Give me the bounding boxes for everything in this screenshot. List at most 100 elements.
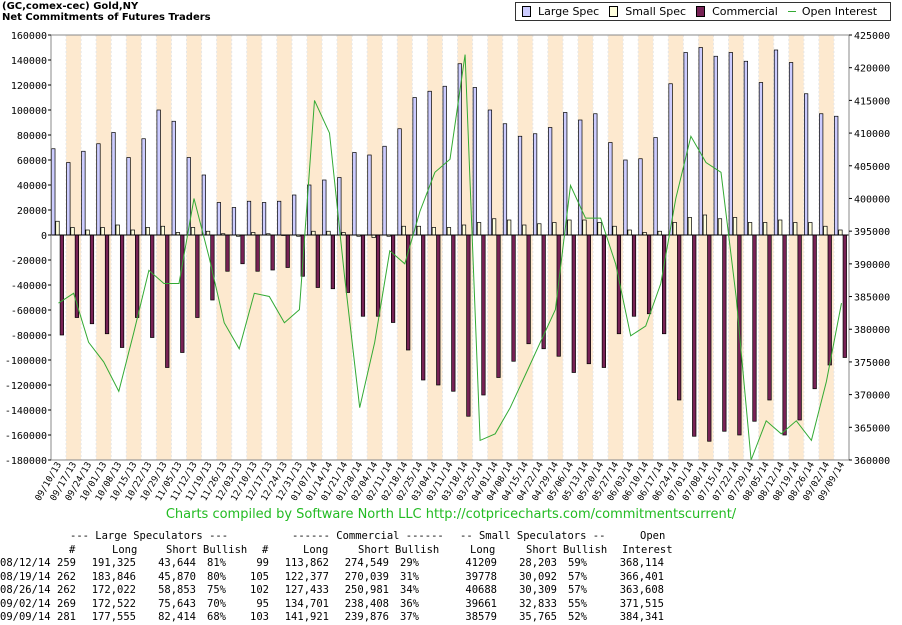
bar-small-spec (552, 222, 557, 236)
bar-large-spec (517, 135, 523, 236)
bar-large-spec (126, 157, 131, 236)
table-cell-oi: 371,515 (619, 597, 664, 610)
bar-small-spec (763, 222, 768, 236)
table-cell-c-n: 105 (250, 570, 269, 583)
bar-large-spec (668, 83, 673, 236)
bar-small-spec (582, 219, 587, 236)
table-cell-ss-long: 39778 (465, 570, 497, 583)
bar-commercial (375, 234, 381, 317)
background-band (337, 35, 353, 460)
line-open-interest (58, 54, 842, 461)
bar-small-spec (702, 214, 708, 236)
background-band (306, 35, 323, 460)
bar-small-spec (597, 222, 602, 236)
bar-commercial (466, 234, 471, 417)
left-tick-label: 60000 (17, 156, 47, 167)
bar-large-spec (713, 55, 718, 236)
bar-commercial (692, 234, 697, 437)
bar-large-spec (216, 202, 221, 236)
bar-large-spec (472, 87, 477, 236)
bar-commercial (135, 234, 140, 318)
table-cell-c-bull: 37% (400, 611, 419, 623)
bar-commercial (150, 234, 155, 338)
right-tick-label: 410000 (854, 129, 890, 140)
table-cell-date: 08/26/14 (0, 584, 51, 596)
table-cell-ls-bull: 68% (207, 611, 226, 623)
bar-large-spec (683, 52, 688, 236)
left-tick-label: 160000 (11, 31, 47, 42)
background-band (608, 35, 624, 460)
bar-large-spec (412, 97, 417, 236)
table-cell-ls-bull: 75% (207, 584, 226, 596)
table-cell-c-bull: 34% (400, 584, 419, 596)
legend-label-open-interest: Open Interest (801, 5, 878, 18)
x-axis-labels: 09/10/1309/17/1309/24/1310/01/1310/08/13… (34, 461, 847, 504)
bar-large-spec (804, 93, 809, 236)
bar-small-spec (145, 227, 150, 236)
table-cell-oi: 366,401 (619, 570, 664, 583)
bar-large-spec (367, 154, 372, 236)
bar-commercial (225, 234, 230, 272)
right-tick-label: 385000 (854, 293, 890, 304)
right-tick-label: 415000 (854, 96, 890, 107)
table-cell-c-bull: 29% (400, 557, 419, 569)
bar-small-spec (567, 219, 572, 236)
open-interest-line (58, 54, 842, 461)
left-tick-label: -40000 (11, 281, 47, 292)
bar-large-spec (397, 128, 402, 236)
legend-swatch-commercial (696, 6, 706, 17)
background-band (246, 35, 262, 460)
table-cell-ls-n: 281 (57, 611, 76, 623)
right-tick-label: 405000 (854, 162, 890, 173)
col-header-bullish: Bullish (203, 543, 248, 556)
bar-small-spec (687, 217, 692, 236)
bar-large-spec (141, 138, 146, 236)
left-tick-label: -140000 (5, 406, 47, 417)
background-band (51, 35, 67, 460)
bar-large-spec (96, 143, 101, 236)
bar-small-spec (627, 229, 632, 236)
bar-commercial (586, 234, 591, 365)
bar-small-spec (838, 229, 843, 236)
bar-large-spec (593, 113, 598, 236)
table-cell-c-short: 250,981 (344, 584, 389, 596)
bar-small-spec (326, 230, 331, 236)
right-tick-label: 395000 (854, 227, 890, 238)
bar-large-spec (322, 179, 327, 236)
background-band (261, 35, 277, 460)
chart-title-line2: Net Commitments of Futures Traders (2, 12, 211, 23)
bar-large-spec (638, 158, 643, 236)
table-cell-ls-long: 177,555 (91, 611, 136, 623)
table-cell-ls-n: 262 (57, 584, 76, 596)
bar-small-spec (476, 222, 482, 236)
bar-commercial (812, 234, 817, 390)
bar-commercial (360, 234, 366, 317)
table-cell-date: 08/19/14 (0, 570, 51, 583)
bar-series (51, 47, 847, 442)
table-row: 08/26/14 262 172,022 58,853 75% 102 127,433 250… (0, 584, 902, 598)
bar-commercial (285, 234, 290, 268)
table-cell-ls-short: 58,853 (158, 584, 196, 596)
table-cell-ls-n: 269 (57, 597, 76, 610)
table-row: 08/12/14 259 191,325 43,644 81% 99 113,862 274,… (0, 557, 902, 571)
bar-commercial (104, 234, 110, 335)
bar-large-spec (81, 150, 86, 236)
table-cell-c-short: 270,039 (344, 570, 389, 583)
bar-commercial (707, 234, 712, 442)
bar-commercial (571, 234, 576, 373)
right-tick-label: 390000 (854, 260, 890, 271)
table-cell-oi: 368,114 (619, 557, 664, 569)
bar-large-spec (442, 85, 447, 236)
col-header-ccount: # (262, 543, 269, 556)
bar-large-spec (608, 142, 613, 236)
chart-title-line1: (GC,comex-cec) Gold,NY (2, 1, 139, 12)
bar-commercial (195, 234, 200, 318)
table-cell-ss-long: 41209 (465, 557, 497, 569)
table-cell-ss-short: 30,309 (519, 584, 557, 596)
bar-commercial (451, 234, 456, 392)
cot-summary-table: --- Large Speculators --- ------ Commerc… (0, 530, 902, 625)
bar-commercial (390, 234, 396, 323)
col-header-sshort: Short (526, 543, 558, 556)
group-header-commercial: ------ Commercial ------ (292, 530, 444, 542)
table-row: 09/02/14 269 172,522 75,643 70% 95 134,701 238,… (0, 598, 902, 612)
